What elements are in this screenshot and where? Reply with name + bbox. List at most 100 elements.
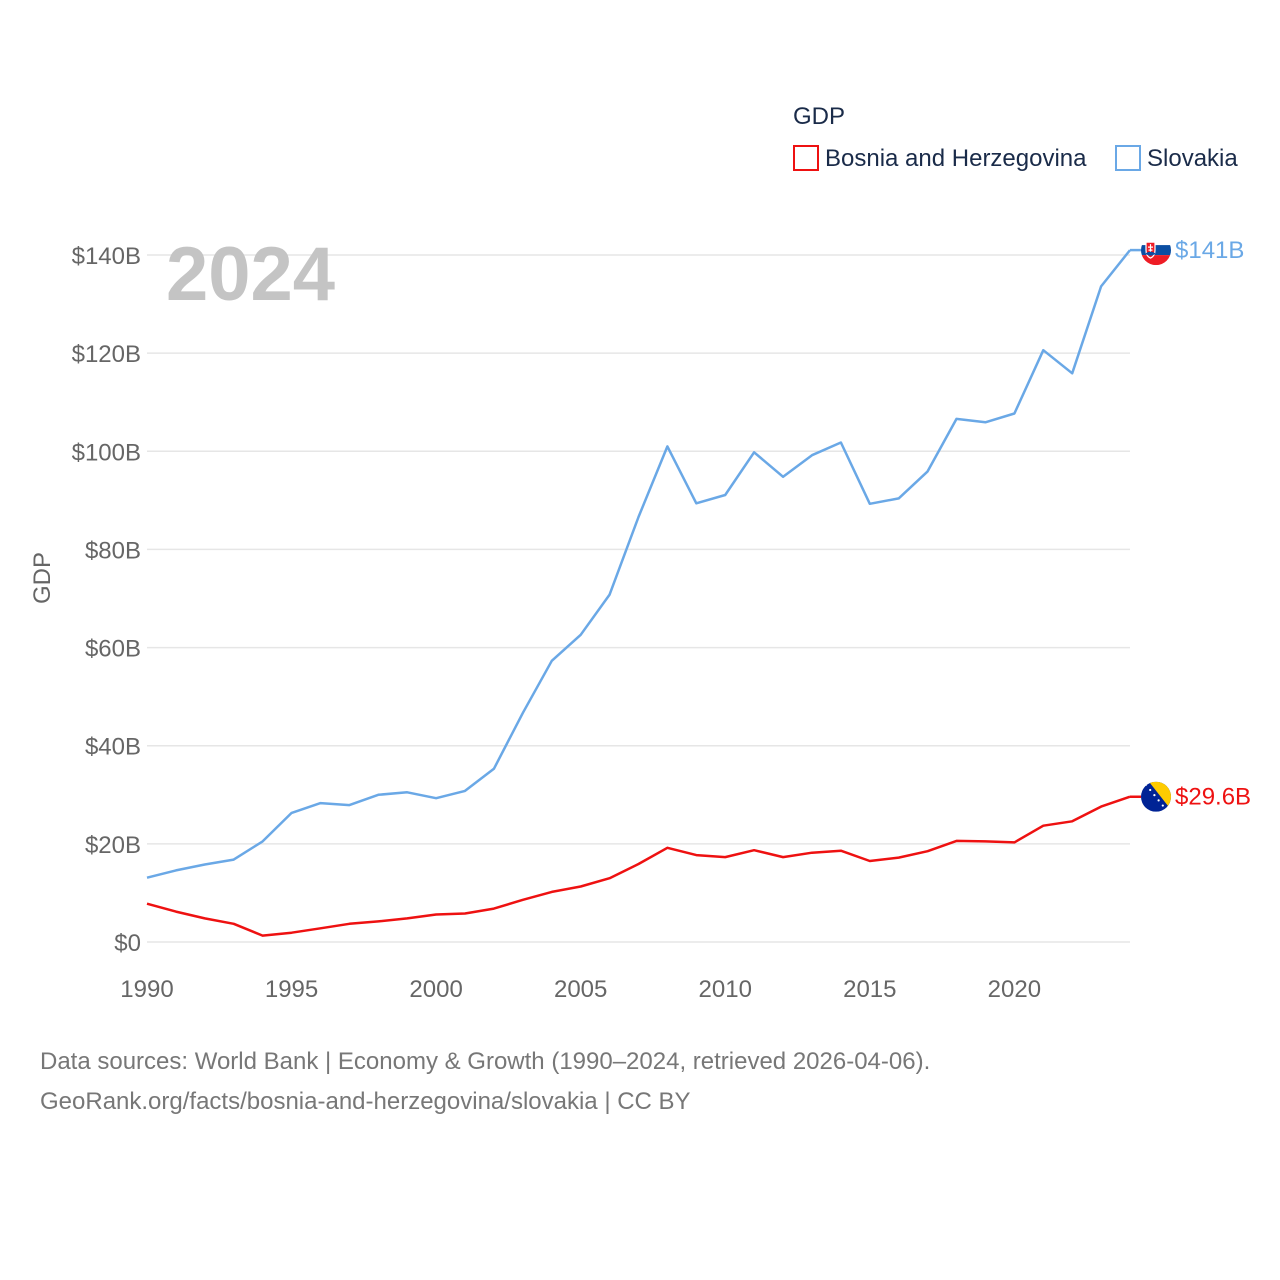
bosnia-flag-icon [1141,781,1171,812]
x-tick-label: 1995 [265,976,318,1003]
legend: GDP Bosnia and Herzegovina Slovakia [793,103,1238,172]
y-tick-label: $20B [85,832,141,859]
legend-item-bosnia[interactable]: Bosnia and Herzegovina [793,145,1087,172]
x-tick-label: 2015 [843,976,896,1003]
x-tick-label: 2020 [988,976,1041,1003]
data-point[interactable] [460,786,470,796]
legend-title: GDP [793,103,845,130]
data-point[interactable] [576,630,586,640]
legend-swatch-slovakia [1115,145,1141,171]
data-point[interactable] [720,490,730,500]
data-point[interactable] [605,590,615,600]
data-point[interactable] [1096,802,1106,812]
data-point[interactable] [1009,409,1019,419]
y-tick-label: $60B [85,636,141,663]
data-point[interactable] [836,846,846,856]
data-point[interactable] [373,790,383,800]
data-point[interactable] [287,928,297,938]
data-point[interactable] [171,907,181,917]
data-point[interactable] [749,447,759,457]
data-point[interactable] [402,913,412,923]
data-point[interactable] [258,931,268,941]
series-line-slovakia[interactable] [146,249,1131,879]
y-tick-label: $0 [114,930,141,957]
source-note: Data sources: World Bank | Economy & Gro… [40,1042,1240,1122]
data-point[interactable] [402,787,412,797]
data-point[interactable] [518,895,528,905]
data-point[interactable] [344,800,354,810]
gridlines [147,254,1130,943]
x-tick-label: 2010 [699,976,752,1003]
data-point[interactable] [691,498,701,508]
y-axis-label: GDP [29,552,56,604]
data-point[interactable] [894,493,904,503]
data-point[interactable] [287,808,297,818]
data-point[interactable] [1067,816,1077,826]
data-point[interactable] [258,836,268,846]
data-point[interactable] [229,855,239,865]
slovakia-flag-icon [1141,235,1171,266]
data-point[interactable] [923,846,933,856]
data-point[interactable] [431,910,441,920]
data-point[interactable] [460,909,470,919]
data-point[interactable] [142,873,152,883]
data-point[interactable] [315,798,325,808]
data-point[interactable] [1067,368,1077,378]
gdp-line-chart: $0$20B$40B$60B$80B$100B$120B$140B 1990 19… [29,103,1251,1003]
data-point[interactable] [980,417,990,427]
data-point[interactable] [807,848,817,858]
data-point[interactable] [662,843,672,853]
legend-label-bosnia: Bosnia and Herzegovina [825,145,1087,172]
data-point[interactable] [200,859,210,869]
data-point[interactable] [547,656,557,666]
data-point[interactable] [142,899,152,909]
series-line-bosnia[interactable] [146,795,1131,937]
data-point[interactable] [431,793,441,803]
data-point[interactable] [547,887,557,897]
data-point[interactable] [836,437,846,447]
data-point[interactable] [634,859,644,869]
series-end-markers: $29.6B $141B [1130,235,1251,812]
data-point[interactable] [1038,821,1048,831]
data-point[interactable] [952,414,962,424]
data-point[interactable] [315,923,325,933]
series-lines [142,249,1131,941]
year-label: 2024 [166,232,335,317]
data-point[interactable] [576,882,586,892]
data-point[interactable] [489,764,499,774]
data-point[interactable] [720,852,730,862]
data-point[interactable] [778,472,788,482]
data-point[interactable] [778,852,788,862]
data-point[interactable] [1038,345,1048,355]
data-point[interactable] [1096,281,1106,291]
legend-item-slovakia[interactable]: Slovakia [1115,145,1238,172]
data-point[interactable] [923,466,933,476]
data-point[interactable] [1009,837,1019,847]
x-tick-label: 1990 [120,976,173,1003]
data-point[interactable] [894,853,904,863]
source-line-2[interactable]: GeoRank.org/facts/bosnia-and-herzegovina… [40,1088,691,1115]
data-point[interactable] [489,904,499,914]
data-point[interactable] [865,499,875,509]
data-point[interactable] [634,512,644,522]
data-point[interactable] [662,441,672,451]
data-point[interactable] [373,916,383,926]
data-point[interactable] [344,919,354,929]
y-tick-label: $80B [85,537,141,564]
end-value-label: $141B [1175,237,1244,264]
data-point[interactable] [807,450,817,460]
data-point[interactable] [518,708,528,718]
data-point[interactable] [200,913,210,923]
data-point[interactable] [980,836,990,846]
data-point[interactable] [171,865,181,875]
x-axis-ticks: 1990 1995 2000 2005 2010 2015 2020 [120,976,1041,1003]
legend-label-slovakia: Slovakia [1147,145,1238,172]
data-point[interactable] [229,919,239,929]
source-line-1: Data sources: World Bank | Economy & Gro… [40,1048,931,1075]
data-point[interactable] [865,856,875,866]
x-tick-label: 2000 [409,976,462,1003]
data-point[interactable] [691,850,701,860]
data-point[interactable] [952,836,962,846]
data-point[interactable] [749,845,759,855]
data-point[interactable] [605,873,615,883]
